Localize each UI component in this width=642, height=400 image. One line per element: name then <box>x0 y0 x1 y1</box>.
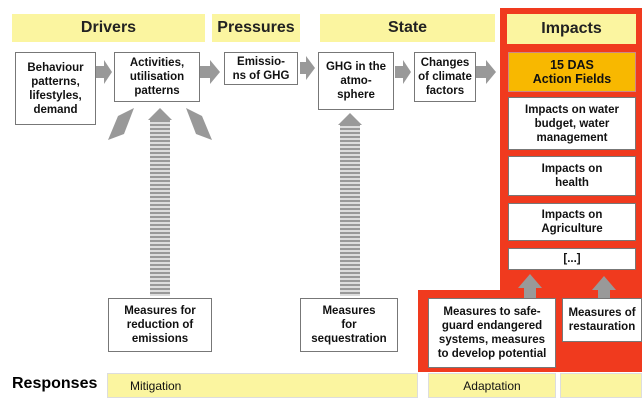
text-line: management <box>536 131 608 144</box>
impact-box: Impacts on Agriculture <box>508 203 636 241</box>
text-line: Measures <box>322 305 376 317</box>
text-line: reduction of <box>126 319 194 331</box>
text-line: health <box>555 177 589 189</box>
text-line: budget, water <box>534 117 610 130</box>
arrow-stem <box>524 288 536 298</box>
text-line: lifestyles, <box>29 89 82 102</box>
text-line: sphere <box>337 89 375 101</box>
text-line: of climate <box>418 71 472 83</box>
chain-box: Emissio-ns of GHG <box>224 52 298 85</box>
impact-box: 15 DAS Action Fields <box>508 52 636 92</box>
arrow-stem <box>598 290 610 298</box>
text-line: restauration <box>568 321 636 333</box>
header: Pressures <box>212 14 300 42</box>
header: Impacts <box>507 14 636 44</box>
striped-arrow <box>340 125 360 296</box>
chain-box: Behaviour patterns, lifestyles, demand <box>15 52 96 125</box>
text-line: patterns <box>134 85 180 97</box>
header: State <box>320 14 495 42</box>
text-line: Impacts on <box>541 209 603 221</box>
text-line: sequestration <box>311 333 387 345</box>
impact-box: [...] <box>508 248 636 270</box>
adaptation-bar: Adaptation <box>428 373 556 398</box>
chain-box: GHG in the atmo-sphere <box>318 52 394 110</box>
measure-box: Measures for sequestration <box>300 298 398 352</box>
text-line: Action Fields <box>532 72 612 86</box>
responses-title: Responses <box>12 375 98 392</box>
measure-box: Measures to safe-guard endangered systems… <box>428 298 556 368</box>
adaptation-bar-ext <box>560 373 642 398</box>
header: Drivers <box>12 14 205 42</box>
text-line: [...] <box>563 253 581 265</box>
text-line: ns of GHG <box>232 69 290 82</box>
text-line: Impacts on <box>541 163 603 175</box>
measure-box: Measures of restauration <box>562 298 642 342</box>
text-line: Changes <box>420 57 470 69</box>
text-line: systems, measures <box>438 334 546 346</box>
chain-arrows <box>96 56 616 290</box>
impact-box: Impacts on health <box>508 156 636 196</box>
measure-box: Measures for reduction of emissions <box>108 298 212 352</box>
striped-arrow <box>150 120 170 296</box>
text-line: demand <box>33 103 78 116</box>
text-line: Emissio- <box>237 55 285 68</box>
text-line: guard endangered <box>441 320 543 332</box>
text-line: for <box>341 319 357 331</box>
chain-box: Activities, utilisation patterns <box>114 52 200 102</box>
chain-box: Changes of climate factors <box>414 52 476 102</box>
text-line: factors <box>425 85 465 97</box>
impact-box: Impacts on water budget, water management <box>508 97 636 150</box>
text-line: Agriculture <box>541 223 603 235</box>
text-line: GHG in the <box>325 61 387 73</box>
text-line: Measures of <box>568 307 636 319</box>
text-line: 15 DAS <box>550 58 594 72</box>
text-line: Behaviour <box>27 61 84 74</box>
text-line: to develop potential <box>437 348 547 360</box>
text-line: Impacts on water <box>525 103 619 116</box>
text-line: Measures for <box>124 305 196 317</box>
text-line: utilisation <box>129 71 185 83</box>
mitigation-bar: Mitigation <box>107 373 418 398</box>
text-line: patterns, <box>31 75 80 88</box>
text-line: emissions <box>131 333 189 345</box>
text-line: Activities, <box>129 57 185 69</box>
text-line: Measures to safe- <box>443 306 541 318</box>
text-line: atmo- <box>340 75 372 87</box>
